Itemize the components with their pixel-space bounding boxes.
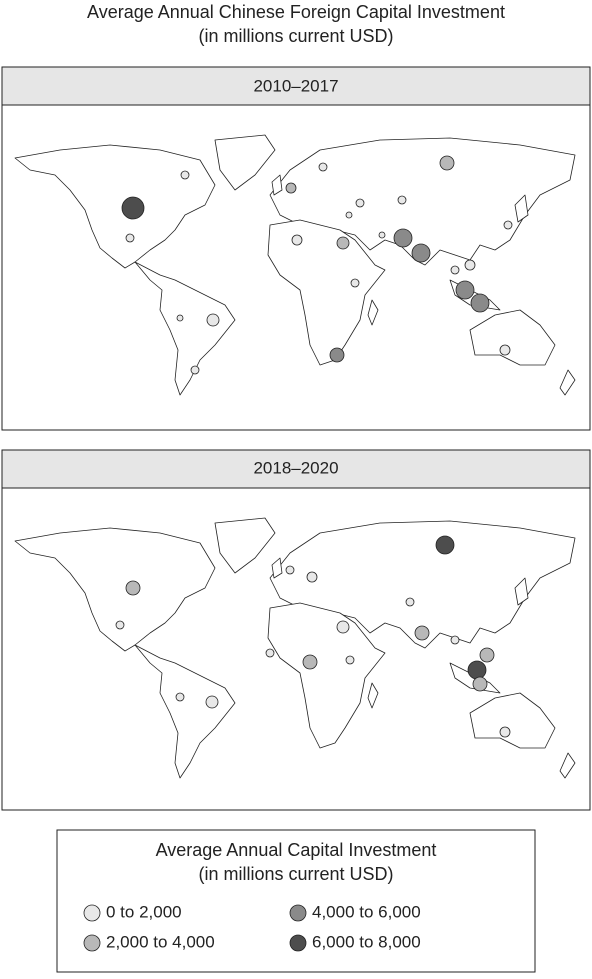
investment-marker (180, 170, 190, 180)
investment-marker (439, 155, 455, 171)
legend-label: 6,000 to 8,000 (312, 932, 421, 951)
investment-marker (472, 676, 488, 692)
investment-marker (285, 565, 295, 575)
investment-marker (336, 236, 350, 250)
investment-marker (393, 228, 413, 248)
investment-marker (397, 195, 407, 205)
legend-swatch (289, 904, 307, 922)
investment-marker (455, 280, 475, 300)
investment-marker (405, 597, 415, 607)
investment-marker (467, 660, 487, 680)
investment-marker (115, 620, 125, 630)
investment-marker (435, 535, 455, 555)
markers (115, 535, 511, 738)
panel: 2018–2020 (1, 449, 591, 811)
panel-header (1, 449, 591, 489)
legend-label: 4,000 to 6,000 (312, 902, 421, 921)
investment-marker (190, 365, 200, 375)
investment-marker (414, 625, 430, 641)
investment-marker (125, 580, 141, 596)
legend: Average Annual Capital Investment (in mi… (56, 829, 536, 973)
investment-marker (503, 220, 513, 230)
investment-marker (350, 278, 360, 288)
investment-marker (378, 231, 386, 239)
legend-swatch (289, 934, 307, 952)
legend-items: 0 to 2,000 2,000 to 4,000 4,000 to 6,000 6,… (83, 902, 421, 952)
investment-marker (329, 347, 345, 363)
subtitle: (in millions current USD) (198, 26, 393, 46)
legend-label: 0 to 2,000 (106, 902, 182, 921)
investment-marker (176, 314, 184, 322)
investment-marker (302, 654, 318, 670)
investment-marker (336, 620, 350, 634)
investment-marker (318, 162, 328, 172)
investment-marker (285, 182, 297, 194)
investment-marker (464, 259, 476, 271)
investment-marker (479, 647, 495, 663)
investment-marker (125, 233, 135, 243)
investment-marker (499, 726, 511, 738)
panel-title: 2018–2020 (253, 458, 338, 477)
panel: 2010–2017 (1, 66, 591, 431)
legend-swatch (83, 934, 101, 952)
investment-marker (411, 243, 431, 263)
markers (121, 155, 513, 375)
legend-subtitle: (in millions current USD) (198, 864, 393, 884)
investment-marker (206, 313, 220, 327)
legend-label: 2,000 to 4,000 (106, 932, 215, 951)
panel-header (1, 66, 591, 106)
investment-marker (175, 692, 185, 702)
investment-marker (355, 198, 365, 208)
investment-marker (470, 293, 490, 313)
investment-marker (499, 344, 511, 356)
investment-marker (450, 265, 460, 275)
investment-marker (121, 196, 145, 220)
investment-marker (265, 648, 275, 658)
investment-marker (306, 571, 318, 583)
title: Average Annual Chinese Foreign Capital I… (87, 2, 505, 22)
investment-marker (205, 695, 219, 709)
legend-swatch (83, 904, 101, 922)
panel-title: 2010–2017 (253, 76, 338, 95)
investment-marker (345, 655, 355, 665)
investment-marker (291, 234, 303, 246)
investment-marker (450, 635, 460, 645)
legend-title: Average Annual Capital Investment (156, 840, 437, 860)
investment-marker (345, 211, 353, 219)
